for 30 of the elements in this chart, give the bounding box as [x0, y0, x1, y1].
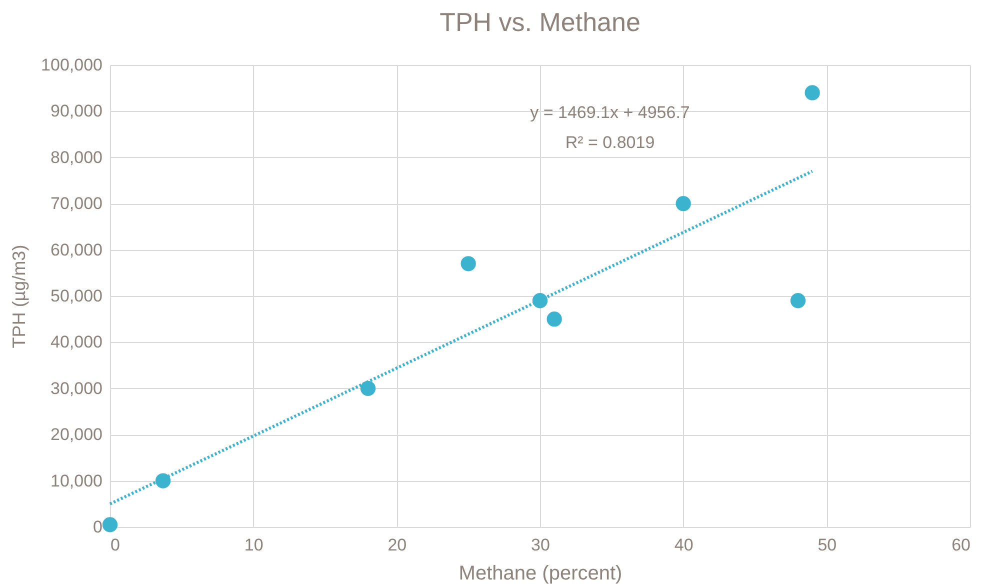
- point: [460, 256, 476, 272]
- y-tick-label: 0: [93, 518, 102, 536]
- annotation: y = 1469.1x + 4956.7: [530, 103, 690, 122]
- x-tick-label: 20: [388, 536, 407, 554]
- y-tick-label: 50,000: [50, 286, 102, 306]
- point: [546, 312, 562, 327]
- y-tick-label: 60,000: [50, 240, 102, 260]
- point: [804, 85, 820, 100]
- annotation: R² = 0.8019: [565, 133, 655, 152]
- point: [676, 196, 691, 212]
- x-tick-label: 50: [818, 536, 837, 554]
- y-tick-label: 20,000: [50, 425, 102, 444]
- x-tick-label: 60: [952, 536, 970, 554]
- y-tick-label: 90,000: [50, 102, 102, 121]
- x-tick-label: 30: [531, 536, 550, 554]
- y-tick-label: 70,000: [50, 194, 102, 214]
- chart-title: TPH vs. Methane: [440, 7, 640, 37]
- point: [790, 293, 806, 308]
- y-tick-label: 40,000: [50, 332, 102, 352]
- x-tick-label: 40: [674, 536, 694, 554]
- point: [360, 380, 376, 396]
- y-axis-title: TPH (µg/m3): [9, 244, 30, 348]
- y-tick-label: 80,000: [50, 148, 102, 167]
- x-tick-label: 10: [244, 536, 264, 554]
- y-tick-label: 100,000: [41, 56, 102, 74]
- x-tick-label: 0: [110, 536, 120, 554]
- y-tick-label: 30,000: [50, 378, 102, 398]
- x-axis-title: Methane (percent): [458, 562, 622, 584]
- y-tick-label: 10,000: [50, 471, 102, 490]
- point: [102, 517, 118, 532]
